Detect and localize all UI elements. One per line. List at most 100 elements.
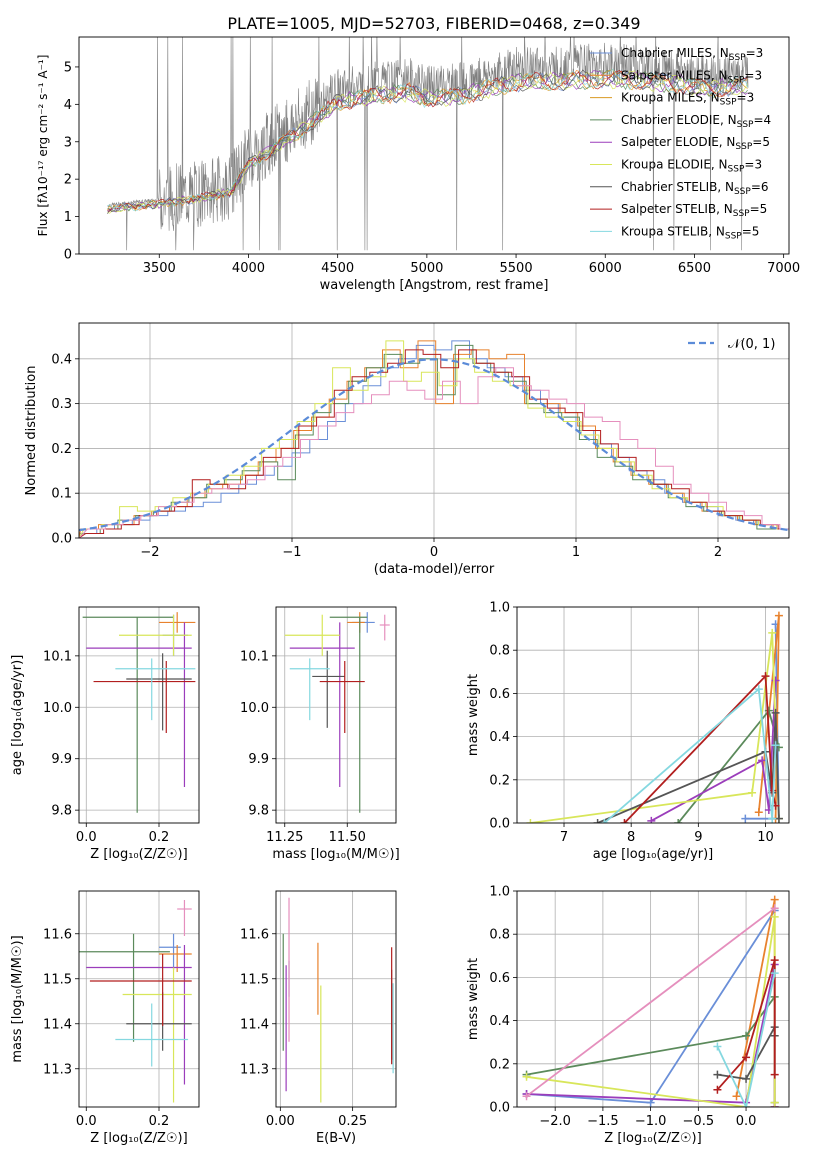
age-vs-z-ytick-label-0: 9.8 — [51, 804, 72, 819]
spectrum-xtick-label-1: 4000 — [232, 261, 265, 276]
weight-vs-age-marker-5-0 — [593, 819, 602, 823]
normal-legend-label: 𝒩(0, 1) — [728, 337, 775, 352]
spectrum-xtick-label-5: 6000 — [589, 261, 622, 276]
spectrum-model-line-4 — [107, 70, 748, 213]
age-vs-z-xtick-label-0: 0.0 — [76, 830, 97, 845]
age-vs-mass-ytick-label-0: 9.8 — [248, 804, 269, 819]
age-vs-z-xtick-label-1: 0.2 — [149, 830, 170, 845]
mass-vs-z-ytick-label-0: 11.3 — [43, 1062, 72, 1077]
spectrum-ytick-label-3: 3 — [64, 135, 72, 150]
residual-histogram-3 — [79, 340, 789, 538]
spectrum-ytick-label-5: 5 — [64, 60, 72, 75]
weight-vs-z-marker-0-1 — [646, 1098, 655, 1107]
weight-vs-z-marker-7-2 — [770, 969, 779, 978]
age-vs-z-plot-area — [82, 612, 196, 813]
weight-vs-z-marker-8-0 — [522, 1092, 531, 1101]
mass-vs-z-xtick-label-0: 0.0 — [76, 1114, 97, 1129]
age-vs-mass-xlabel: mass [log₁₀(M/M☉)] — [272, 847, 399, 862]
mass-vs-ebv-axes: 0.00 0.25 11.3 11.4 11.5 11.6 — [240, 891, 396, 1129]
weight-vs-z-axes: −2.0 −1.5 −1.0 −0.5 0.0 0.0 0.2 0.4 0.6 0.8 1.0 — [489, 885, 789, 1129]
age-vs-mass-xtick-label-0: 11.25 — [266, 830, 303, 845]
spectrum-legend-label-4: Salpeter ELODIE, NSSP=5 — [621, 135, 770, 152]
weight-vs-age-marker-7-1 — [754, 685, 763, 694]
weight-vs-z-marker-4-3 — [770, 1098, 779, 1107]
weight-vs-age-ytick-label-2: 0.4 — [489, 730, 510, 745]
weight-vs-z-xtick-label-2: −1.0 — [635, 1114, 667, 1129]
weight-vs-z-series-7 — [716, 972, 776, 1107]
weight-vs-age-series-6 — [623, 673, 777, 823]
weight-vs-age-marker-2-1 — [764, 706, 773, 715]
age-vs-mass-ytick-label-2: 10.0 — [240, 701, 269, 716]
weight-vs-z-plot-area — [522, 895, 779, 1107]
residuals-xlabel: (data-model)/error — [374, 562, 495, 577]
weight-vs-age-marker-5-4 — [774, 814, 783, 823]
weight-vs-z-frame — [516, 890, 790, 1108]
weight-vs-z-marker-1-0 — [732, 1092, 741, 1101]
spectrum-legend-label-0: Chabrier MILES, NSSP=3 — [621, 46, 763, 63]
weight-vs-age-ytick-label-0: 0.0 — [489, 817, 510, 832]
weight-vs-age-marker-7-0 — [600, 819, 609, 823]
mass-vs-z-xtick-label-1: 0.2 — [149, 1114, 170, 1129]
weight-vs-age-marker-7-3 — [771, 741, 780, 750]
spectrum-xtick-label-6: 6500 — [678, 261, 711, 276]
mass-vs-z-ytick-label-1: 11.4 — [43, 1017, 72, 1032]
age-vs-mass-frame — [275, 606, 397, 824]
weight-vs-z-ytick-label-4: 0.8 — [489, 928, 510, 943]
weight-vs-age-marker-2-0 — [674, 819, 683, 823]
spectrum-xtick-label-7: 7000 — [767, 261, 800, 276]
weight-vs-age-ytick-label-1: 0.2 — [489, 773, 510, 788]
mass-vs-z-xlabel: Z [log₁₀(Z/Z☉)] — [90, 1131, 187, 1146]
weight-vs-age-series-7 — [603, 687, 777, 823]
mass-vs-ebv-xlabel: E(B-V) — [316, 1131, 356, 1146]
mass-vs-z-frame — [78, 890, 200, 1108]
weight-vs-age-marker-5-3 — [771, 708, 780, 717]
spectrum-legend-label-5: Kroupa ELODIE, NSSP=3 — [621, 158, 762, 175]
age-vs-z-ytick-label-1: 9.9 — [51, 752, 72, 767]
weight-vs-age-marker-4-0 — [526, 819, 535, 823]
spectrum-ytick-label-4: 4 — [64, 98, 72, 113]
spectrum-xlabel: wavelength [Angstrom, rest frame] — [320, 278, 549, 293]
weight-vs-z-series-6 — [716, 959, 776, 1091]
weight-vs-z-marker-2-1 — [742, 1031, 751, 1040]
weight-vs-age-xlabel: age [log₁₀(age/yr)] — [593, 847, 714, 862]
spectrum-ytick-label-1: 1 — [64, 210, 72, 225]
age-vs-z-ytick-label-3: 10.1 — [43, 649, 72, 664]
age-vs-z-frame — [78, 606, 200, 824]
weight-vs-z-ytick-label-2: 0.4 — [489, 1014, 510, 1029]
weight-vs-z-xtick-label-4: 0.0 — [736, 1114, 757, 1129]
weight-vs-age-marker-1-1 — [774, 611, 783, 620]
weight-vs-z-xtick-label-3: −0.5 — [683, 1114, 715, 1129]
mass-vs-z-axes: 0.0 0.2 11.3 11.4 11.5 11.6 — [43, 891, 199, 1129]
weight-vs-z-ylabel: mass weight — [466, 958, 481, 1040]
weight-vs-z-marker-5-0 — [713, 1070, 722, 1079]
weight-vs-z-marker-6-3 — [770, 1070, 779, 1079]
spectrum-legend-label-2: Kroupa MILES, NSSP=3 — [621, 91, 754, 108]
residuals-ytick-label-0: 0.0 — [51, 532, 72, 547]
spectrum-xtick-label-2: 4500 — [321, 261, 354, 276]
age-vs-z-ytick-label-2: 10.0 — [43, 701, 72, 716]
residuals-ytick-label-4: 0.4 — [51, 352, 72, 367]
spectrum-model-line-8 — [107, 68, 748, 212]
weight-vs-z-xtick-label-0: −2.0 — [539, 1114, 571, 1129]
weight-vs-age-plot-area — [526, 611, 783, 823]
weight-vs-age-xtick-label-0: 7 — [560, 830, 568, 845]
figure-title: PLATE=1005, MJD=52703, FIBERID=0468, z=0… — [227, 14, 640, 33]
age-vs-z-ylabel: age [log₁₀(age/yr)] — [10, 655, 25, 776]
mass-vs-z-ytick-label-3: 11.6 — [43, 927, 72, 942]
residuals-xtick-label-2: 0 — [430, 545, 438, 560]
spectrum-frame — [78, 36, 790, 255]
spectrum-ytick-label-2: 2 — [64, 173, 72, 188]
weight-vs-z-marker-4-2 — [770, 912, 779, 921]
spectrum-data-line — [107, 37, 749, 251]
weight-vs-z-marker-8-1 — [770, 904, 779, 913]
weight-vs-age-series-4 — [530, 632, 780, 823]
spectrum-axes: 3500 4000 4500 5000 5500 6000 6500 7000 0 1 2 3 4 5 — [64, 60, 800, 276]
residuals-ylabel: Normed distribution — [24, 366, 39, 496]
weight-vs-age-ytick-label-5: 1.0 — [489, 601, 510, 616]
weight-vs-z-marker-4-0 — [522, 1072, 531, 1081]
residual-histogram-5 — [79, 367, 789, 538]
weight-vs-age-ytick-label-3: 0.6 — [489, 687, 510, 702]
residuals-xtick-label-1: −1 — [282, 545, 301, 560]
weight-vs-age-series-5 — [597, 712, 780, 823]
